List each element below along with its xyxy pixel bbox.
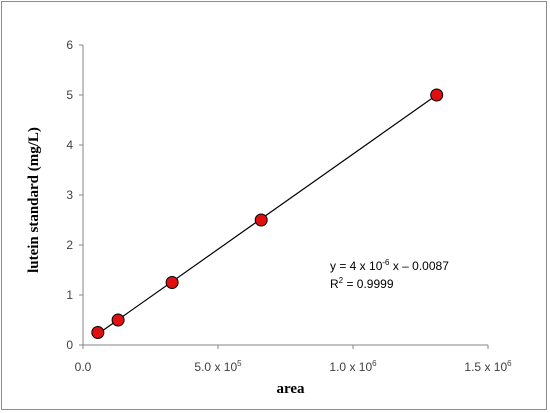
x-tick-exponent: 6 [507, 359, 512, 368]
data-points [91, 88, 444, 339]
axes [82, 45, 488, 346]
x-tick-mantissa: 1.5 x 10 [464, 360, 507, 374]
x-tick-label: 1.5 x 106 [464, 359, 512, 374]
data-point [254, 213, 268, 227]
equation-suffix: x – 0.0087 [390, 259, 450, 273]
data-point [165, 276, 179, 289]
regression-equation: y = 4 x 10-6 x – 0.0087 [330, 258, 449, 273]
r-squared-exponent: 2 [339, 276, 344, 285]
x-ticks: 0.0 5.0 x 105 1.0 x 106 1.5 x 106 [75, 345, 512, 374]
equation-prefix: y = 4 x 10 [330, 259, 383, 273]
y-tick-label: 0 [66, 338, 73, 352]
r-squared: R2 = 0.9999 [330, 276, 394, 291]
y-tick-label: 3 [66, 188, 73, 202]
r-squared-suffix: = 0.9999 [343, 277, 394, 291]
y-tick-label: 4 [66, 138, 73, 152]
x-tick-mantissa: 0.0 [75, 360, 92, 374]
x-tick-exponent: 5 [237, 359, 242, 368]
y-axis-title: lutein standard (mg/L) [26, 127, 42, 273]
data-point [111, 313, 125, 327]
x-tick-label: 5.0 x 105 [194, 359, 242, 374]
equation-exponent: -6 [382, 258, 390, 267]
x-tick-label: 0.0 [75, 360, 92, 374]
x-tick-mantissa: 1.0 x 10 [329, 360, 372, 374]
y-ticks: 0 1 2 3 4 5 6 [66, 38, 83, 352]
y-tick-label: 1 [66, 288, 73, 302]
trendline [97, 94, 438, 335]
y-tick-label: 6 [66, 38, 73, 52]
y-tick-label: 5 [66, 88, 73, 102]
y-tick-label: 2 [66, 238, 73, 252]
x-tick-mantissa: 5.0 x 10 [194, 360, 237, 374]
trendline-group [97, 94, 438, 335]
x-tick-exponent: 6 [372, 359, 377, 368]
data-point [91, 326, 105, 339]
data-point [430, 88, 444, 102]
x-tick-label: 1.0 x 106 [329, 359, 377, 374]
x-axis-title: area [276, 381, 305, 397]
r-squared-prefix: R [330, 277, 339, 291]
